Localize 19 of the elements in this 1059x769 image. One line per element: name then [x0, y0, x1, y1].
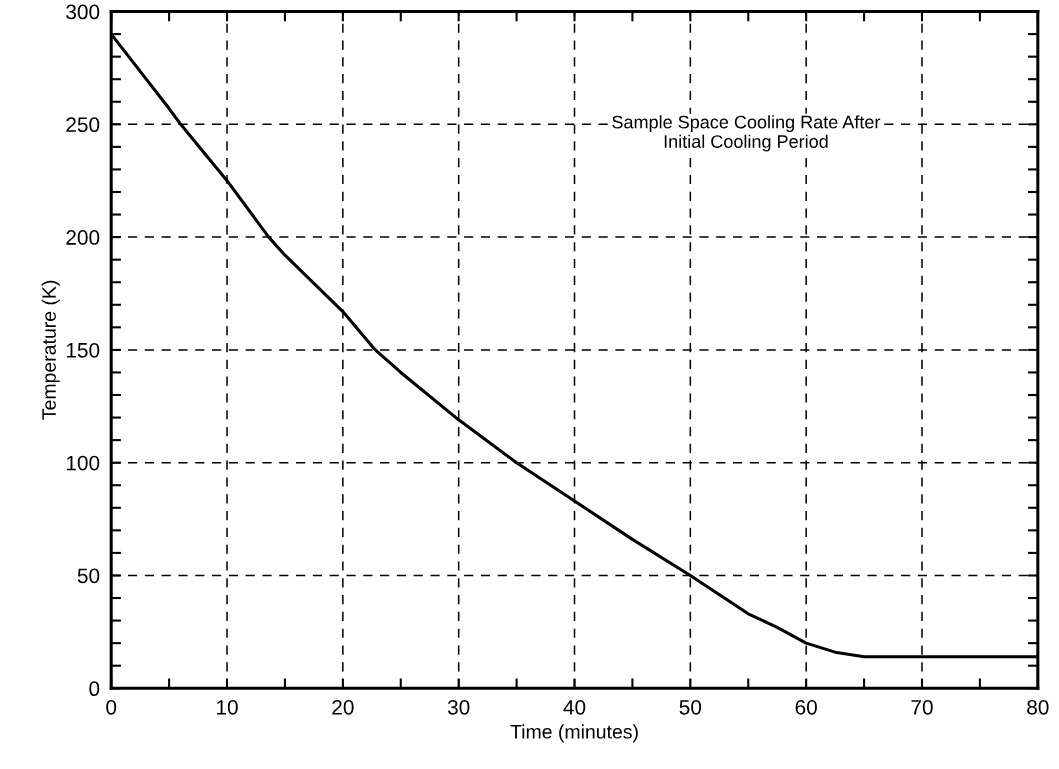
x-tick-label: 20	[332, 699, 354, 715]
annotation: Sample Space Cooling Rate After Initial Cooling Period	[612, 115, 881, 152]
y-tick-label: 0	[89, 681, 100, 697]
x-tick-label: 80	[1027, 699, 1049, 715]
y-tick-label: 300	[66, 4, 100, 20]
x-axis-title: Time (minutes)	[510, 724, 638, 743]
y-tick-label: 250	[66, 117, 100, 133]
x-tick-label: 40	[563, 699, 586, 715]
y-tick-label: 50	[77, 568, 100, 584]
y-tick-label: 200	[66, 230, 100, 245]
x-tick-label: 0	[106, 699, 117, 715]
x-tick-label: 10	[217, 699, 238, 715]
x-tick-label: 50	[679, 699, 702, 715]
y-tick-label: 100	[66, 455, 100, 471]
x-tick-label: 60	[795, 699, 817, 715]
x-tick-label: 30	[447, 699, 470, 715]
x-tick-label: 70	[911, 699, 933, 715]
y-axis-title: Temperature (K)	[41, 280, 60, 420]
y-tick-label: 150	[66, 342, 100, 358]
